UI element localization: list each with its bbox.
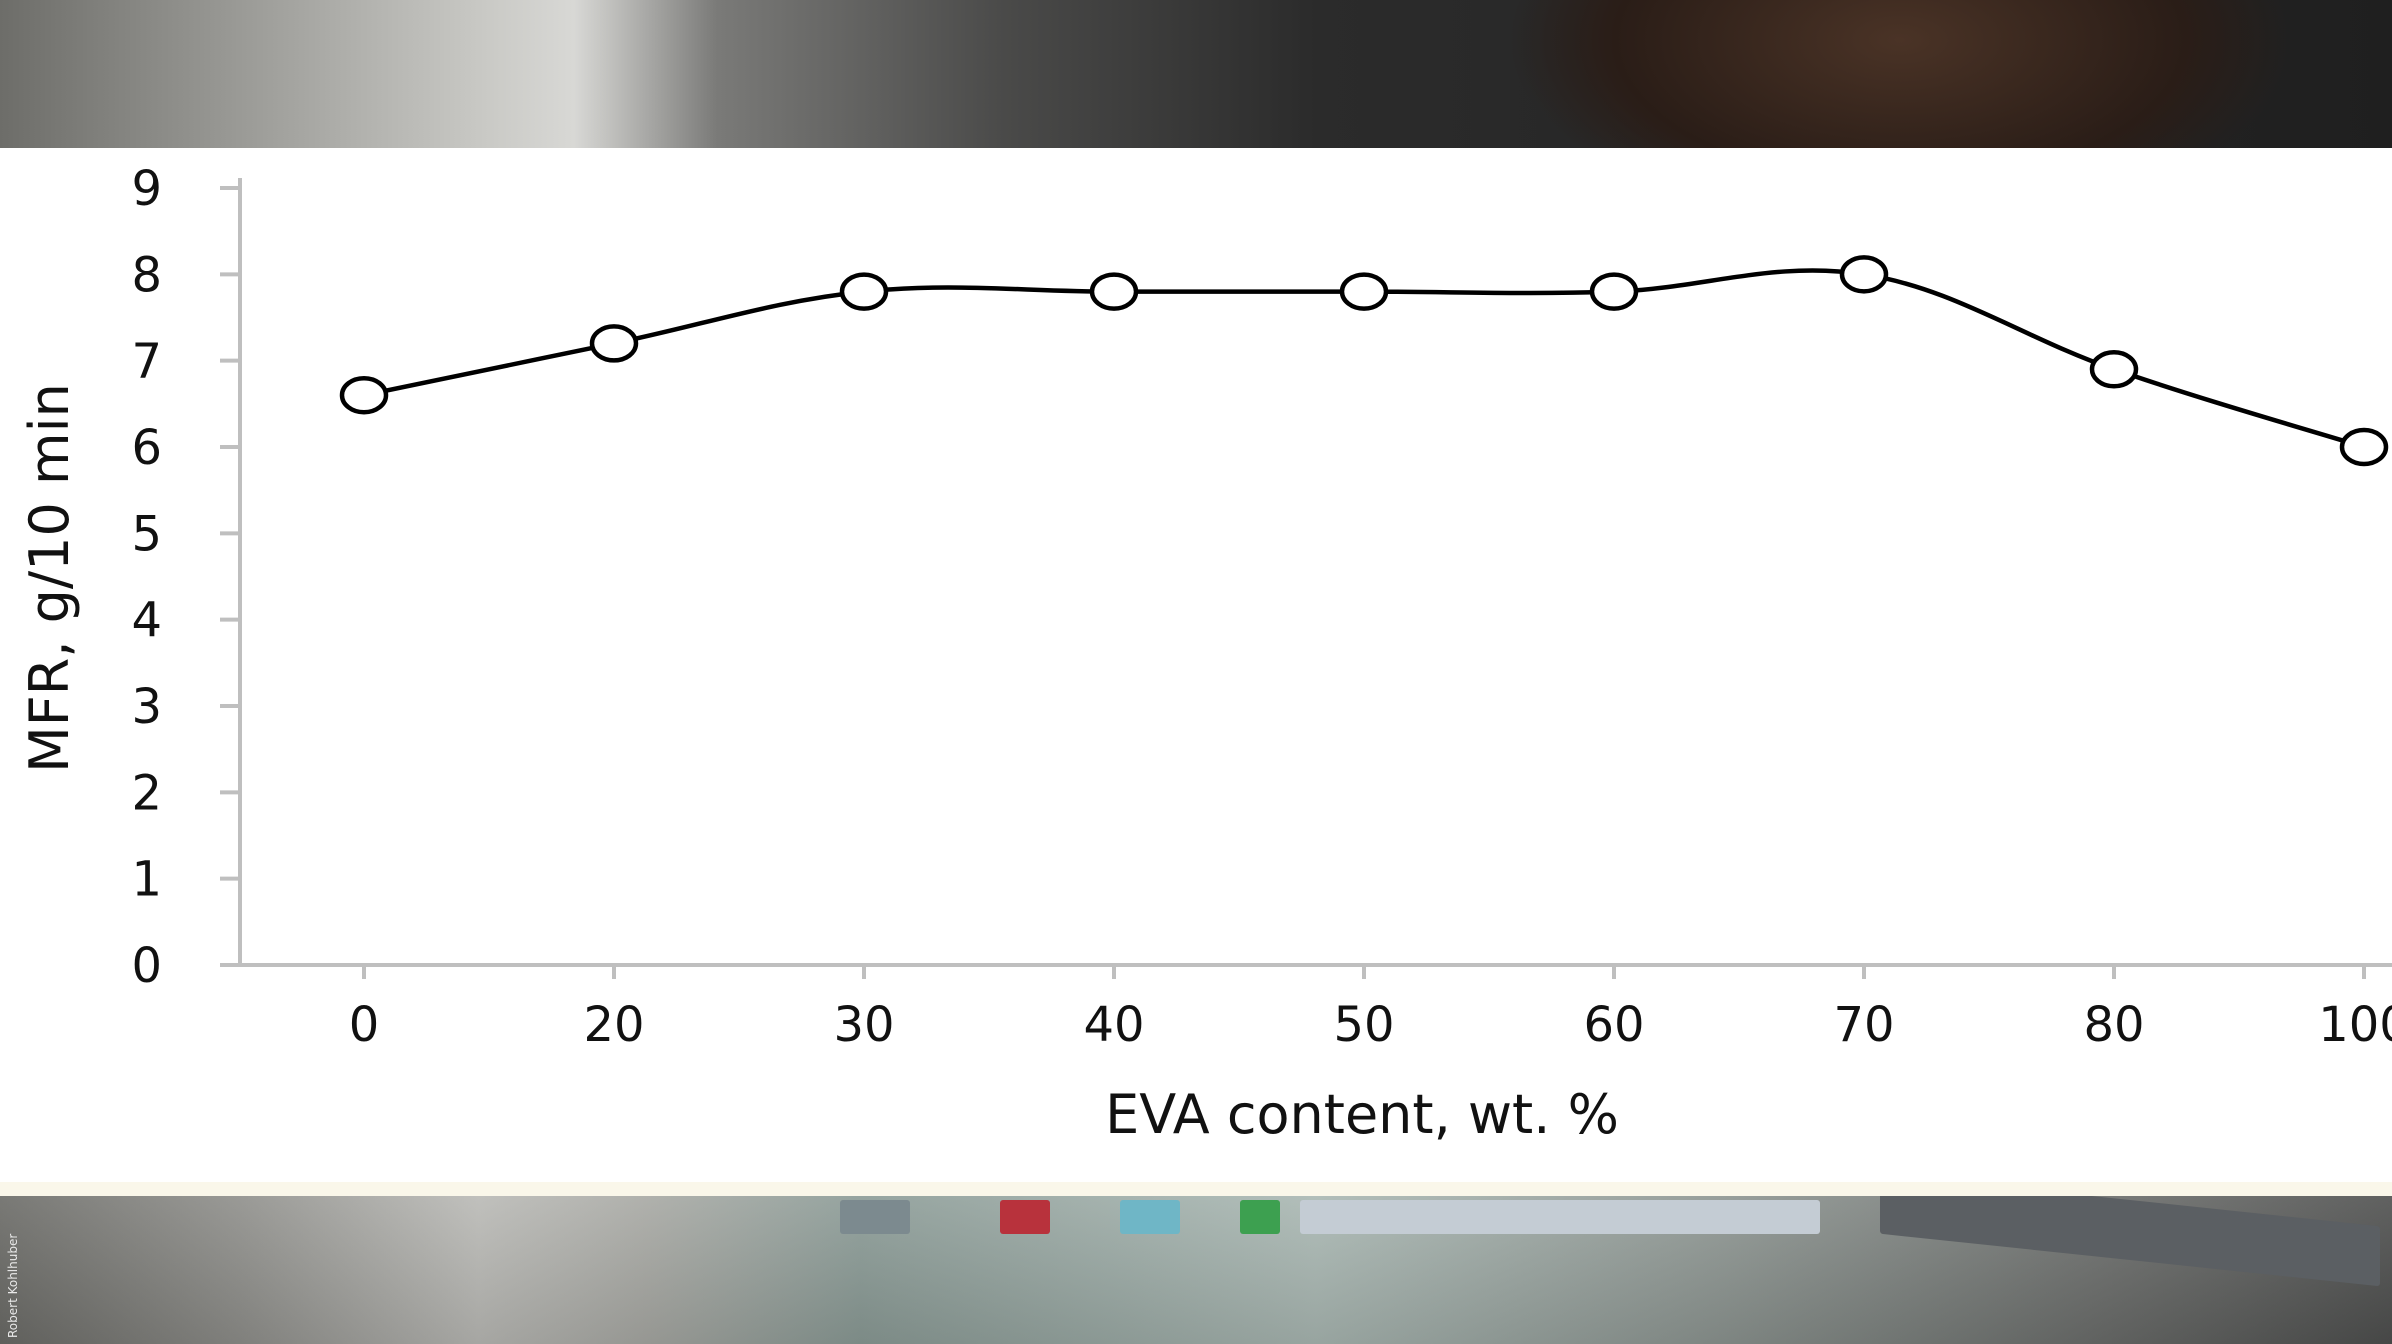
y-tick-label: 3: [131, 679, 162, 735]
data-point: [839, 272, 889, 311]
data-point: [1089, 272, 1139, 311]
y-axis-title: MFR, g/10 min: [18, 383, 81, 773]
y-tick-label: 7: [131, 334, 162, 390]
data-point: [1589, 272, 1639, 311]
x-tick-label: 80: [2083, 997, 2144, 1053]
x-tick-label: 50: [1333, 997, 1394, 1053]
x-axis-title: EVA content, wt. %: [1105, 1083, 1619, 1146]
background-photo-top: [0, 0, 2392, 148]
chart-panel: 0 1 2 3 4 5 6 7 8 9 0 20 30 40 50 60 70 80 100 EVA content…: [0, 148, 2392, 1196]
data-point: [2339, 427, 2389, 467]
y-tick-label: 5: [131, 506, 162, 562]
data-point: [2089, 350, 2139, 389]
data-point: [1839, 255, 1889, 294]
shelf-item: [1120, 1200, 1180, 1234]
y-tick-label: 1: [131, 852, 162, 908]
photo-credit: Robert Kohlhuber: [6, 1233, 20, 1338]
x-tick-label: 60: [1583, 997, 1644, 1053]
data-point: [1339, 272, 1389, 311]
shelf-item: [1240, 1200, 1280, 1234]
y-tick-label: 6: [131, 420, 162, 476]
x-tick-label: 30: [833, 997, 894, 1053]
line-chart: 0 1 2 3 4 5 6 7 8 9 0 20 30 40 50 60 70 80 100 EVA content…: [18, 161, 2392, 1146]
y-tick-label: 0: [131, 938, 162, 994]
data-point: [339, 375, 389, 415]
shelf-item: [840, 1200, 910, 1234]
x-tick-label: 70: [1833, 997, 1894, 1053]
y-tick-label: 4: [131, 593, 162, 649]
shelf-item: [1000, 1200, 1050, 1234]
x-tick-label: 40: [1083, 997, 1144, 1053]
x-tick-label: 20: [583, 997, 644, 1053]
x-tick-label: 0: [349, 997, 380, 1053]
y-tick-label: 8: [131, 247, 162, 303]
x-tick-label: 100: [2318, 997, 2392, 1053]
shelf-item: [1300, 1200, 1820, 1234]
y-tick-label: 2: [131, 765, 162, 821]
data-point: [589, 324, 639, 363]
y-tick-label: 9: [131, 161, 162, 217]
